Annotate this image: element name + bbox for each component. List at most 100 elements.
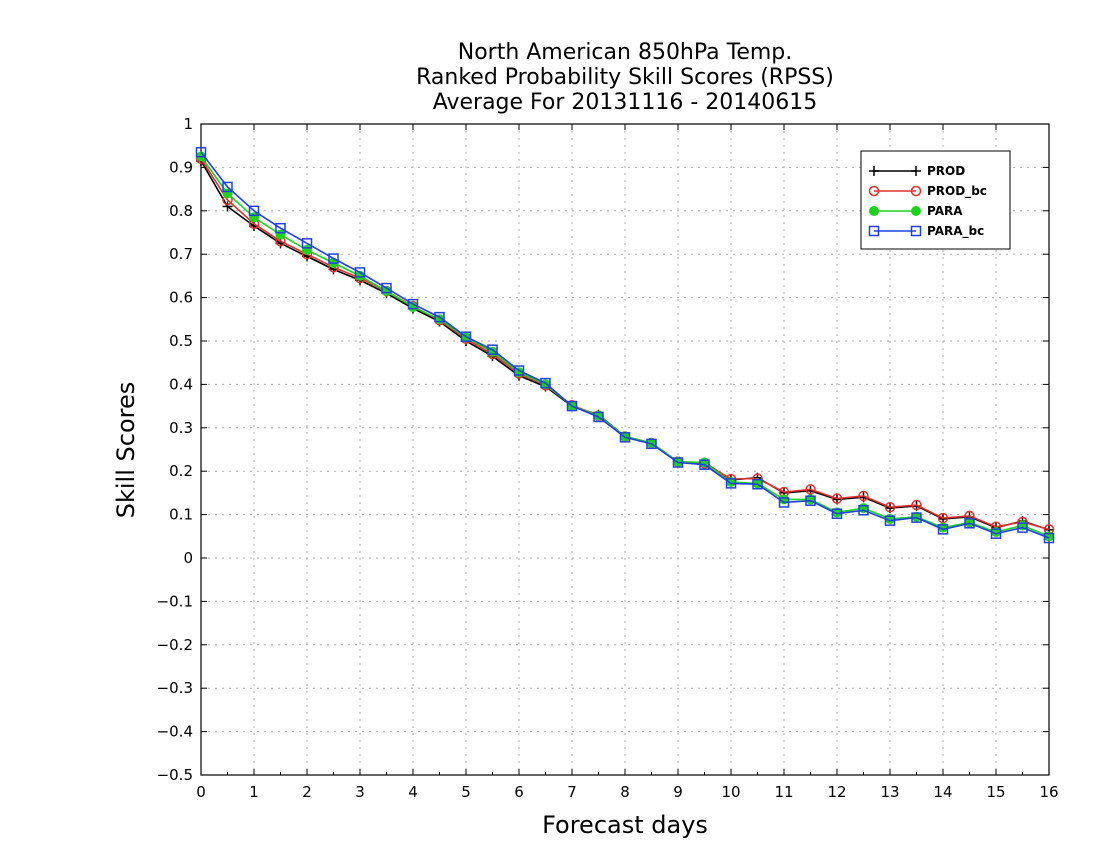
x-tick-label: 1 <box>249 783 259 801</box>
point-para-bc-marker <box>487 344 498 355</box>
legend-prod-right-marker <box>911 166 921 176</box>
y-tick-label: 0.7 <box>169 245 193 263</box>
x-tick-label: 9 <box>673 783 683 801</box>
point-para-bc-marker <box>1017 522 1028 533</box>
point-prod-bc-marker <box>911 499 922 511</box>
x-tick-label: 12 <box>827 783 846 801</box>
x-tick-label: 10 <box>721 783 740 801</box>
point-prod-bc-marker <box>884 501 896 513</box>
point-para-bc-marker <box>805 495 816 506</box>
y-tick-label: −0.4 <box>157 723 193 741</box>
legend-prod-left-marker <box>869 166 879 176</box>
point-para-bc-marker <box>354 267 366 278</box>
series-para-bc <box>195 146 1055 544</box>
legend-para-bc-left-marker <box>868 225 880 237</box>
x-tick-label: 13 <box>880 783 899 801</box>
x-axis-title: Forecast days <box>542 811 708 839</box>
point-para-bc-marker <box>434 311 445 323</box>
x-tick-label: 11 <box>774 783 793 801</box>
legend-entry-para: PARA <box>869 204 963 218</box>
chart-title-line-2: Ranked Probability Skill Scores (RPSS) <box>416 65 834 90</box>
point-prod-bc-marker <box>858 490 869 502</box>
point-prod-bc-marker <box>805 484 816 495</box>
point-para-marker <box>302 244 312 255</box>
point-para-bc-marker <box>672 457 684 468</box>
x-tick-label: 5 <box>461 783 471 801</box>
y-tick-label: −0.1 <box>157 592 193 610</box>
x-tick-label: 4 <box>408 783 418 801</box>
grid-lines <box>201 124 1049 775</box>
point-para-bc-marker <box>460 331 472 342</box>
point-para-bc-marker <box>195 146 207 158</box>
point-para-bc-marker <box>222 181 233 193</box>
legend-label-prod-bc: PROD_bc <box>927 184 987 199</box>
point-para-bc-marker <box>407 298 419 310</box>
y-tick-label: 0.4 <box>169 375 193 393</box>
axes: −0.5 −0.4 −0.3 −0.2 −0.1 0 0.1 0.2 0.3 0.4 0.5 0.6 0… <box>157 115 1059 801</box>
x-tick-label: 14 <box>933 783 952 801</box>
x-tick-label: 8 <box>620 783 630 801</box>
point-para-bc-marker <box>619 432 631 443</box>
point-para-bc-marker <box>646 438 657 450</box>
chart-title-line-3: Average For 20131116 - 20140615 <box>433 90 818 115</box>
series-layer <box>195 146 1055 544</box>
legend-label-prod: PROD <box>927 164 965 178</box>
y-tick-label: −0.5 <box>157 766 193 784</box>
y-tick-label: 0.3 <box>169 419 193 437</box>
y-tick-label: 0.8 <box>169 202 193 220</box>
point-prod-marker <box>222 201 233 212</box>
point-para-bc-marker <box>937 524 949 535</box>
legend-para-bc-right-marker <box>910 225 922 237</box>
chart-title-line-1: North American 850hPa Temp. <box>458 40 793 65</box>
y-tick-label: 0.1 <box>169 506 193 524</box>
point-para-bc-marker <box>752 478 763 490</box>
point-para-bc-marker <box>513 365 525 376</box>
legend-entry-para-bc: PARA_bc <box>868 224 984 239</box>
point-para-bc-marker <box>301 238 313 249</box>
y-tick-label: −0.2 <box>157 636 193 654</box>
legend-para-left-marker <box>869 206 879 216</box>
point-para-bc-marker <box>593 411 604 423</box>
y-tick-label: 0.5 <box>169 332 193 350</box>
legend-para-right-marker <box>911 206 921 216</box>
point-para-bc-marker <box>964 518 975 529</box>
series-line-para-bc <box>200 151 1050 539</box>
x-tick-label: 0 <box>196 783 206 801</box>
legend: PROD PROD_bc PARA PARA_bc <box>860 150 1011 250</box>
point-para-bc-marker <box>248 205 260 217</box>
y-axis-title: Skill Scores <box>112 382 140 519</box>
x-tick-label: 7 <box>567 783 577 801</box>
y-tick-label: 0.2 <box>169 462 193 480</box>
plot-frame <box>200 123 1050 776</box>
legend-label-para: PARA <box>927 204 963 218</box>
legend-prod-bc-left-marker <box>868 185 880 197</box>
point-para-bc-marker <box>540 377 551 389</box>
x-tick-label: 15 <box>986 783 1005 801</box>
point-para-bc-marker <box>778 497 790 508</box>
point-para-bc-marker <box>328 253 339 264</box>
point-para-marker <box>275 229 286 240</box>
point-para-bc-marker <box>275 222 286 234</box>
y-tick-label: −0.3 <box>157 679 193 697</box>
point-para-bc-marker <box>699 459 710 470</box>
point-para-bc-marker <box>725 478 737 489</box>
legend-box <box>860 150 1011 250</box>
point-para-bc-marker <box>831 508 843 519</box>
point-para-bc-marker <box>858 505 869 516</box>
legend-label-para-bc: PARA_bc <box>927 224 984 239</box>
legend-entry-prod: PROD <box>869 164 965 178</box>
point-para-bc-marker <box>990 528 1002 539</box>
legend-prod-bc-right-marker <box>910 185 922 197</box>
x-tick-label: 3 <box>355 783 365 801</box>
y-tick-label: 0 <box>183 549 193 567</box>
point-para-bc-marker <box>566 400 578 412</box>
point-para-bc-marker <box>911 512 922 523</box>
chart-title: North American 850hPa Temp. Ranked Proba… <box>416 40 834 115</box>
point-prod-bc-marker <box>937 512 949 524</box>
x-tick-label: 2 <box>302 783 312 801</box>
y-tick-label: 0.9 <box>169 158 193 176</box>
y-tick-label: 0.6 <box>169 289 193 307</box>
y-tick-label: 1 <box>183 115 193 133</box>
legend-entry-prod-bc: PROD_bc <box>868 184 987 199</box>
